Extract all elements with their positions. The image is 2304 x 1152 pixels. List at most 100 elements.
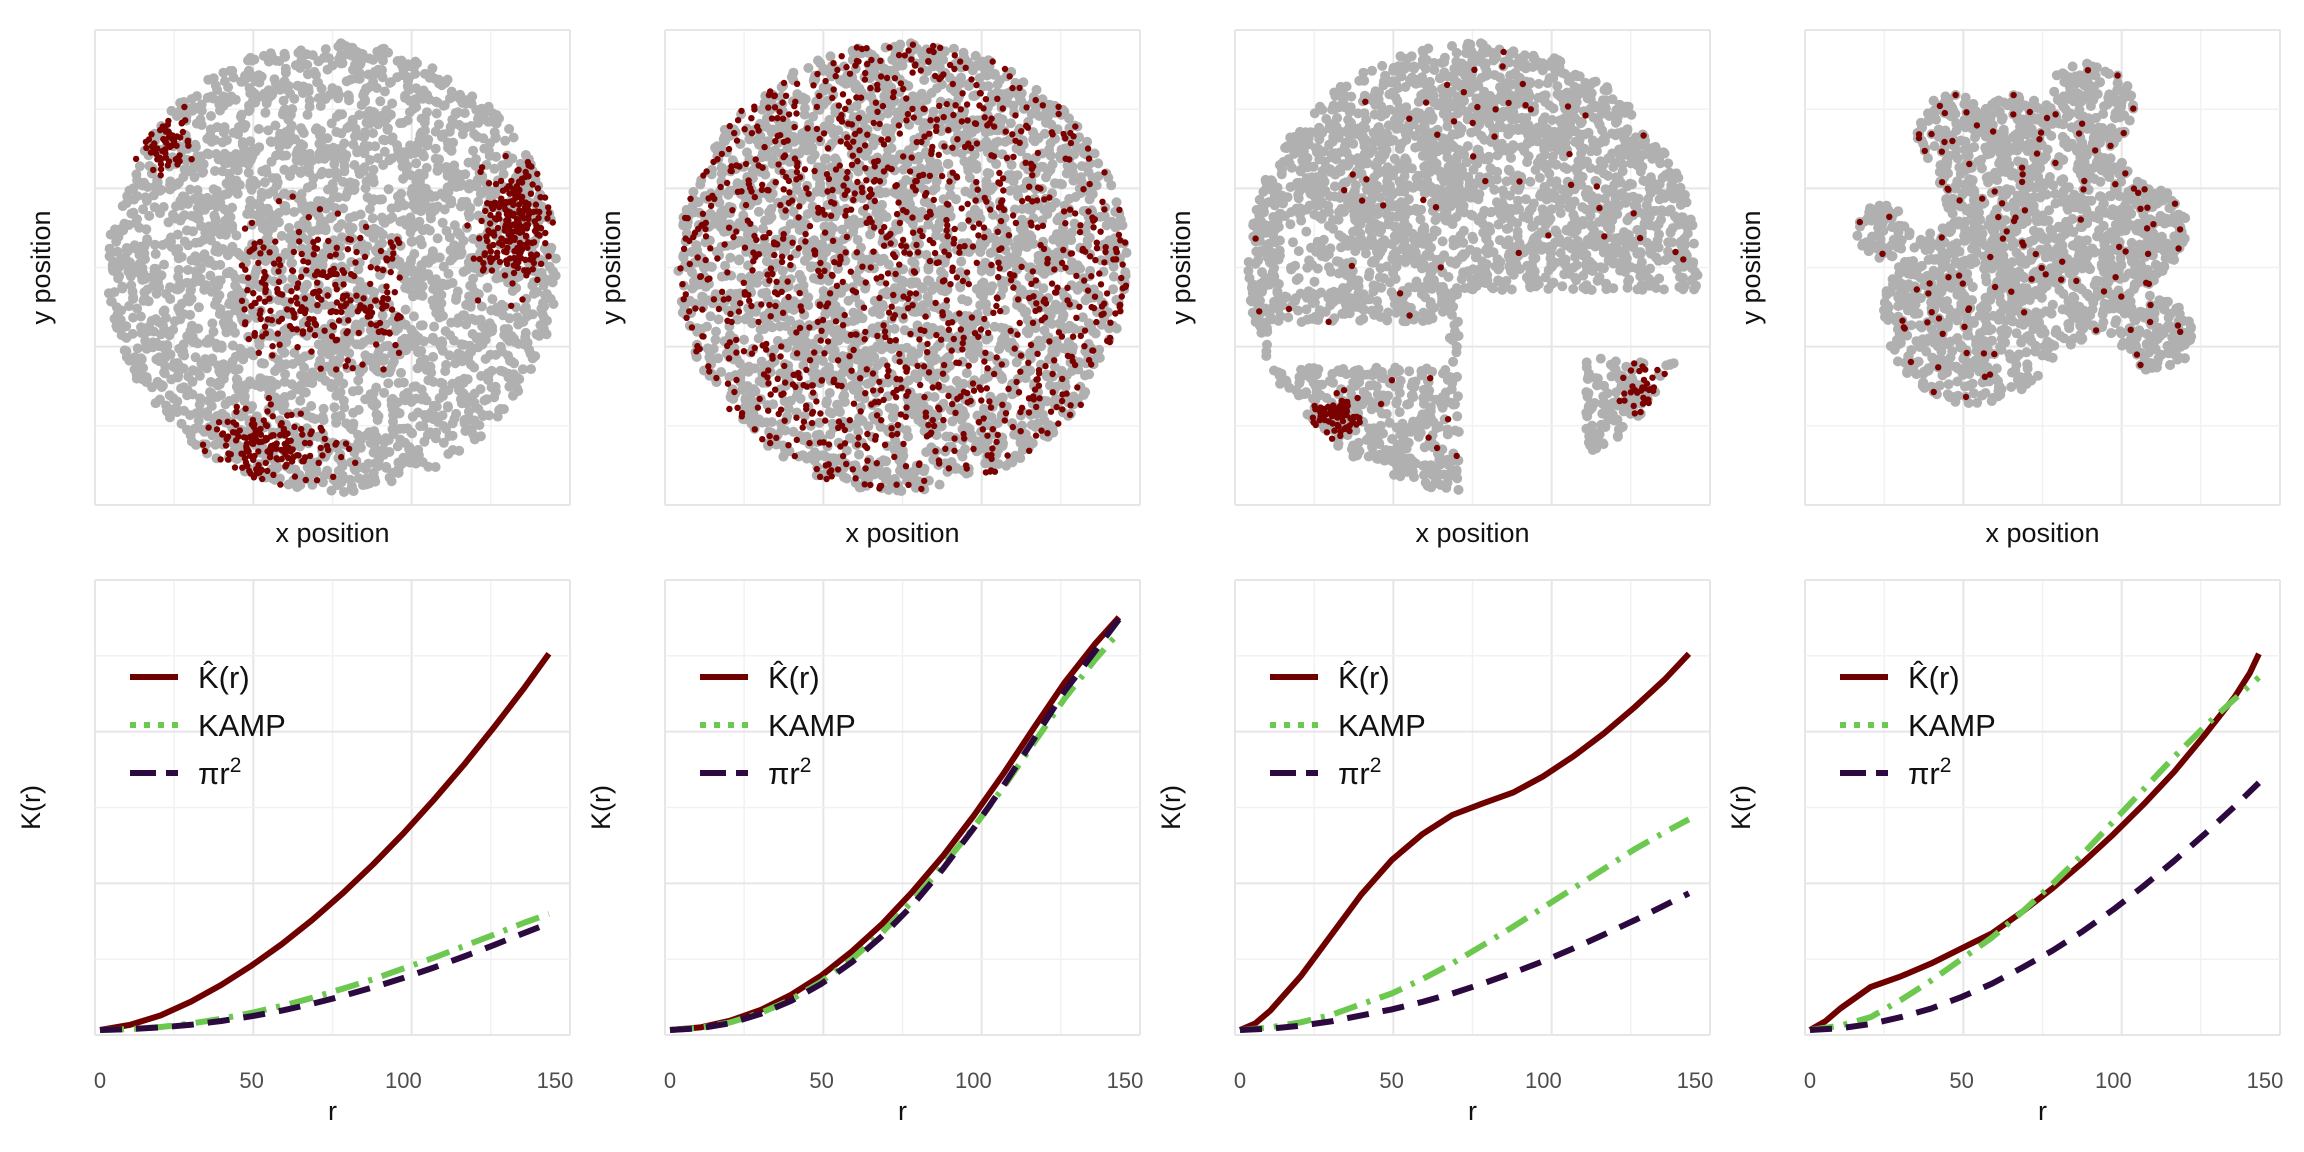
marked-cell: [353, 248, 360, 256]
background-cell: [213, 275, 224, 286]
background-cell: [460, 95, 471, 106]
background-cell: [135, 311, 146, 322]
marked-cell: [317, 424, 324, 431]
background-cell: [1050, 197, 1061, 208]
marked-cell: [245, 274, 252, 281]
background-cell: [266, 51, 277, 62]
background-cell: [135, 355, 146, 366]
background-cell: [824, 407, 835, 418]
background-cell: [427, 246, 438, 257]
background-cell: [418, 271, 429, 282]
background-cell: [500, 135, 511, 146]
marked-cell: [266, 249, 273, 256]
marked-cell: [291, 423, 298, 431]
background-cell: [406, 236, 417, 247]
background-cell: [255, 375, 266, 386]
background-cell: [140, 254, 150, 265]
marked-cell: [544, 215, 551, 222]
marked-cell: [255, 448, 262, 455]
marked-cell: [330, 323, 338, 330]
marked-cell: [505, 231, 512, 238]
background-cell: [174, 343, 185, 354]
marked-cell: [263, 422, 271, 430]
marked-cell: [223, 435, 230, 443]
background-cell: [239, 76, 249, 87]
marked-cell: [255, 259, 262, 267]
marked-cell: [367, 312, 374, 319]
background-cell: [223, 82, 234, 93]
background-cell: [124, 257, 135, 268]
background-cell: [164, 390, 175, 401]
background-cell: [388, 410, 399, 421]
marked-cell: [314, 301, 321, 309]
background-cell: [464, 211, 475, 222]
background-cell: [497, 346, 507, 357]
marked-cell: [334, 210, 341, 217]
background-cell: [463, 406, 474, 417]
background-cell: [426, 367, 437, 378]
marked-cell: [293, 294, 300, 301]
marked-cell: [255, 461, 262, 469]
marked-cell: [321, 327, 328, 334]
background-cell: [388, 429, 399, 440]
background-cell: [113, 271, 124, 282]
background-cell: [259, 177, 270, 188]
marked-cell: [388, 306, 396, 313]
background-cell: [152, 178, 163, 188]
background-cell: [430, 462, 441, 472]
background-cell: [455, 230, 465, 241]
background-cell: [377, 310, 388, 321]
x-axis-title: x position: [275, 518, 389, 548]
background-cell: [227, 223, 238, 234]
marked-cell: [269, 343, 276, 350]
marked-cell: [205, 424, 212, 431]
background-cell: [458, 391, 469, 402]
marked-cell: [262, 286, 269, 293]
marked-cell: [224, 418, 231, 425]
marked-cell: [150, 166, 157, 174]
background-cell: [375, 96, 386, 107]
marked-cell: [343, 292, 350, 299]
background-cell: [821, 153, 832, 164]
marked-cell: [276, 341, 283, 348]
background-cell: [1052, 215, 1063, 226]
background-cell: [286, 390, 297, 401]
marked-cell: [242, 405, 249, 412]
background-cell: [474, 173, 484, 184]
background-cell: [293, 355, 304, 366]
marked-cell: [384, 289, 391, 296]
background-cell: [205, 200, 216, 211]
background-cell: [447, 253, 458, 264]
background-cell: [538, 312, 549, 323]
background-cell: [243, 167, 254, 178]
background-cell: [124, 185, 135, 196]
marked-cell: [537, 260, 545, 267]
marked-cell: [492, 180, 500, 188]
background-cell: [419, 68, 430, 79]
marked-cell: [480, 260, 487, 267]
marked-cell: [329, 308, 336, 315]
background-cell: [805, 134, 816, 145]
background-cell: [182, 390, 193, 401]
marked-cell: [280, 426, 288, 434]
background-cell: [777, 265, 788, 276]
background-cell: [327, 60, 338, 71]
background-cell: [361, 430, 372, 441]
background-cell: [463, 201, 474, 212]
marked-cell: [381, 329, 388, 336]
marked-cell: [245, 335, 252, 343]
background-cell: [504, 381, 515, 392]
marked-cell: [185, 142, 192, 149]
marked-cell: [275, 198, 283, 205]
marked-cell: [534, 185, 542, 192]
marked-cell: [303, 267, 310, 274]
background-cell: [316, 143, 327, 154]
marked-cell: [151, 140, 158, 147]
background-cell: [193, 102, 204, 113]
marked-cell: [142, 138, 150, 146]
marked-cell: [326, 271, 334, 279]
marked-cell: [348, 271, 355, 278]
marked-cell: [509, 280, 516, 287]
background-cell: [799, 103, 810, 114]
marked-cell: [162, 146, 169, 153]
